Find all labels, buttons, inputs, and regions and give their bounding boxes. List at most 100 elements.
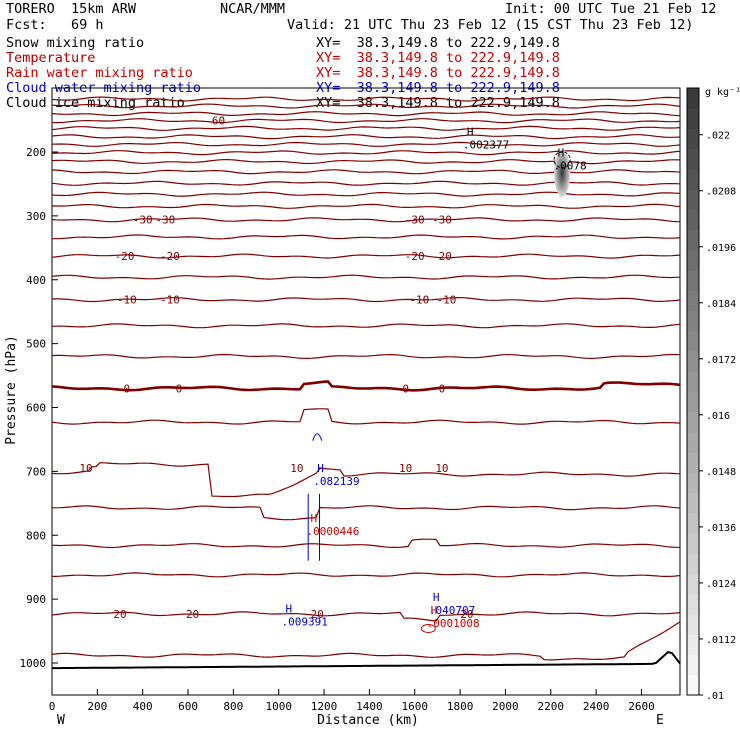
- hydrometeor-features: H.002377H.0078H.082139H.0000446H.009391H…: [282, 126, 587, 634]
- x-tick-label: 2600: [628, 700, 655, 713]
- colorbar-segment: [687, 533, 699, 554]
- legend-xy-temperature: XY= 38.3,149.8 to 222.9,149.8: [316, 50, 560, 66]
- isotherm-label: 10: [435, 462, 448, 475]
- temperature-isotherms: -60-30 -30 -30 -30-20 -20 -20 -20-10 -10 -10 -100…: [51, 96, 681, 670]
- isotherm-label: 0: [402, 382, 409, 395]
- isotherm-line: [51, 408, 681, 425]
- isotherm-line: [51, 505, 681, 521]
- colorbar-segment: [687, 492, 699, 514]
- isotherm-line: [51, 111, 681, 117]
- cloud-water-contour: [312, 433, 323, 441]
- x-tick-label: 2000: [492, 700, 519, 713]
- isotherm-label: -20: [405, 250, 425, 263]
- plot-border: [51, 87, 681, 696]
- init-time: Init: 00 UTC Tue 21 Feb 12: [505, 1, 717, 17]
- cloud-ice-contour: [553, 151, 571, 169]
- colorbar-tick-label: .01: [706, 691, 724, 702]
- colorbar-frame: [686, 87, 700, 696]
- y-tick-label: 600: [26, 402, 46, 415]
- isotherm-line: [51, 159, 681, 165]
- x-tick-label: 1800: [447, 700, 474, 713]
- colorbar-segment: [687, 108, 699, 129]
- legend-xy-snow: XY= 38.3,149.8 to 222.9,149.8: [316, 35, 560, 51]
- isotherm-label: 10: [290, 462, 303, 475]
- legend-label-temperature: Temperature: [6, 50, 96, 66]
- colorbar-segment: [687, 674, 699, 696]
- west-label: W: [57, 713, 65, 728]
- legend-label-cloud-water: Cloud water mixing ratio: [6, 80, 202, 96]
- colorbar-tick-label: .022: [706, 131, 730, 142]
- isotherm-label: -30: [432, 214, 452, 227]
- x-tick-label: 1600: [401, 700, 428, 713]
- x-tick-label: 200: [87, 700, 107, 713]
- colorbar-segment: [687, 614, 699, 635]
- isotherm-label: -20: [432, 250, 452, 263]
- x-tick-label: 0: [49, 700, 56, 713]
- colorbar-segment: [687, 189, 699, 210]
- org-label: NCAR/MMM: [220, 1, 286, 17]
- isotherm-line: [51, 297, 681, 303]
- maximum-value: .0078: [554, 160, 587, 173]
- maximum-value: .040707: [429, 604, 475, 617]
- colorbar-segment: [687, 310, 699, 332]
- isotherm-label: 10: [79, 462, 92, 475]
- y-tick-label: 200: [26, 146, 46, 159]
- colorbar-segment: [687, 391, 699, 413]
- colorbar-segment: [687, 128, 699, 150]
- maximum-marker: H: [433, 591, 440, 604]
- colorbar-segment: [687, 148, 699, 170]
- isotherm-line: [51, 323, 681, 329]
- y-tick-label: 700: [26, 465, 46, 478]
- plot-frame: [51, 87, 681, 696]
- maximum-marker: H: [558, 147, 565, 160]
- colorbar-tick-label: .016: [706, 411, 730, 422]
- isotherm-label: 20: [113, 608, 126, 621]
- isotherm-line: [51, 203, 681, 209]
- isotherm-line: [51, 191, 681, 197]
- snow-core: [554, 149, 571, 198]
- maximum-marker: H: [431, 604, 438, 617]
- colorbar-unit: g kg⁻¹: [705, 87, 740, 98]
- isotherm-label: -20: [115, 250, 135, 263]
- rain-water-contour: [420, 624, 436, 634]
- isotherm-line: [51, 380, 681, 392]
- y-tick-label: 400: [26, 274, 46, 287]
- terrain-line: [52, 651, 681, 670]
- isotherm-label: 10: [399, 462, 412, 475]
- legend-label-snow: Snow mixing ratio: [6, 35, 145, 51]
- colorbar-segment: [687, 553, 699, 575]
- isotherm-label: -10: [160, 294, 180, 307]
- x-tick-label: 2200: [538, 700, 565, 713]
- cloud-water-contour: [307, 493, 321, 561]
- colorbar-segment: [687, 290, 699, 312]
- colorbar-tick-label: .0172: [706, 355, 736, 366]
- colorbar-tick-label: .0208: [706, 187, 736, 198]
- isotherm-line: [51, 253, 681, 259]
- y-tick-label: 1000: [20, 657, 47, 670]
- isotherm-line: [51, 96, 681, 102]
- colorbar-segment: [687, 634, 699, 656]
- isotherm-line: [51, 150, 681, 156]
- maximum-marker: H: [317, 462, 324, 475]
- isotherm-line: [51, 125, 681, 131]
- isotherm-line: [51, 141, 681, 147]
- isotherm-label: -10: [409, 294, 429, 307]
- colorbar-segment: [687, 431, 699, 453]
- isotherm-label: -20: [160, 250, 180, 263]
- colorbar-segment: [687, 168, 699, 190]
- colorbar-segment: [687, 573, 699, 595]
- maximum-value: .0001008: [427, 617, 480, 630]
- y-axis-label: Pressure (hPa): [4, 335, 19, 445]
- isotherm-label: -30: [405, 214, 425, 227]
- isotherm-label: 20: [186, 608, 199, 621]
- maximum-value: .082139: [313, 475, 359, 488]
- maximum-value: .002377: [463, 139, 509, 152]
- isotherm-line: [51, 134, 681, 140]
- colorbar-segment: [687, 593, 699, 615]
- colorbar-segment: [687, 249, 699, 271]
- x-tick-label: 1400: [356, 700, 383, 713]
- colorbar-tick-label: .0196: [706, 243, 736, 254]
- colorbar-tick-label: .0112: [706, 635, 736, 646]
- maximum-value: .009391: [282, 616, 328, 629]
